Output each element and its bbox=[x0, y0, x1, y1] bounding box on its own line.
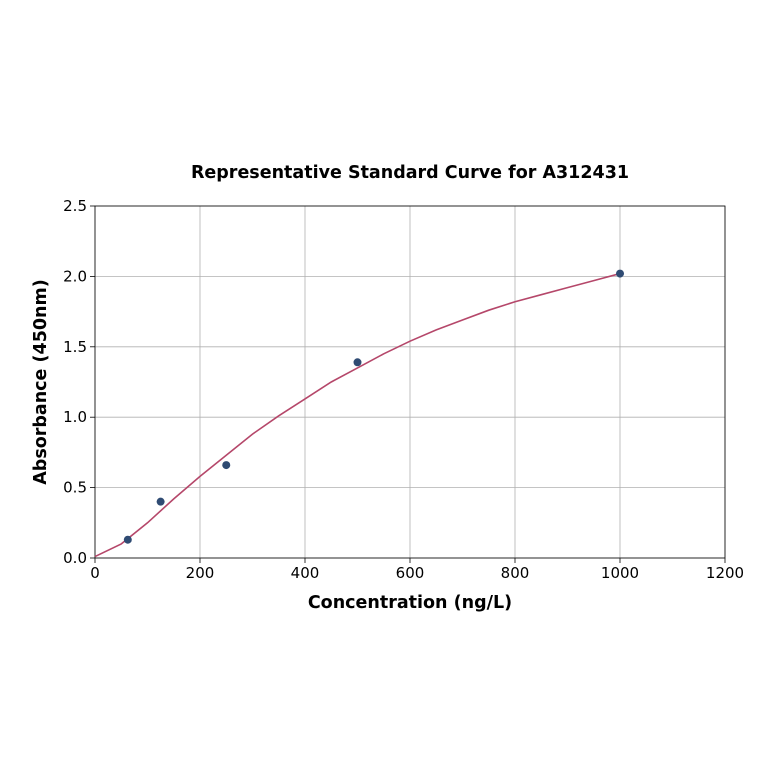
y-tick-label: 0.0 bbox=[63, 549, 87, 567]
x-tick-label: 600 bbox=[396, 564, 425, 582]
data-point bbox=[616, 269, 624, 278]
x-tick-label: 800 bbox=[501, 564, 530, 582]
plot-frame bbox=[94, 205, 726, 559]
y-tick-label: 1.5 bbox=[63, 338, 87, 356]
data-point bbox=[222, 461, 231, 470]
x-tick-label: 200 bbox=[186, 564, 215, 582]
x-tick-label: 400 bbox=[291, 564, 320, 582]
data-point bbox=[156, 497, 165, 506]
y-axis-label: Absorbance (450nm) bbox=[31, 279, 51, 485]
y-tick-label: 0.5 bbox=[63, 479, 87, 497]
x-axis-label: Concentration (ng/L) bbox=[308, 593, 512, 613]
x-tick-label: 1200 bbox=[706, 564, 744, 582]
x-tick-label: 1000 bbox=[601, 564, 639, 582]
chart-title: Representative Standard Curve for A31243… bbox=[191, 163, 629, 183]
fit-curve bbox=[94, 272, 621, 558]
x-tick-label: 0 bbox=[90, 564, 100, 582]
data-point bbox=[123, 535, 132, 544]
y-tick-label: 2.0 bbox=[63, 267, 87, 285]
data-point bbox=[353, 358, 362, 367]
y-tick-label: 1.0 bbox=[63, 408, 87, 426]
y-tick-label: 2.5 bbox=[63, 197, 87, 215]
